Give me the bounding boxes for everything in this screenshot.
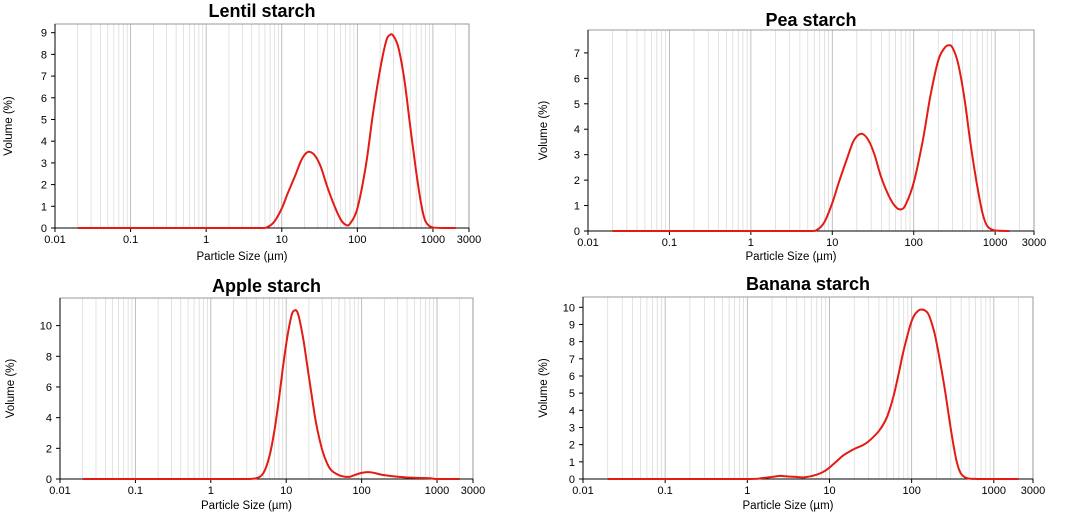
y-tick-label: 10 bbox=[563, 302, 575, 314]
x-tick-label: 1000 bbox=[421, 234, 445, 246]
x-axis-label: Particle Size (µm) bbox=[746, 251, 837, 263]
x-tick-label: 0.01 bbox=[577, 237, 598, 249]
y-tick-label: 5 bbox=[574, 99, 580, 111]
y-tick-label: 3 bbox=[569, 422, 575, 434]
chart-panel-banana-starch: 0 1 2 3 4 5 6 7 8 9 10 0.01 0.1 1 10 100 1000 3000 Banana … bbox=[533, 262, 1065, 514]
x-axis-label: Particle Size (µm) bbox=[197, 251, 288, 263]
x-tick-label: 1000 bbox=[982, 485, 1006, 497]
y-tick-label: 4 bbox=[41, 136, 47, 148]
x-axis-label: Particle Size (µm) bbox=[743, 500, 834, 512]
series-line-volume bbox=[612, 44, 1010, 233]
y-tick-label: 4 bbox=[46, 413, 52, 425]
y-tick-label: 8 bbox=[41, 49, 47, 61]
chart-apple-starch: 0 2 4 6 8 10 0.01 0.1 1 10 100 1000 3000 Apple starch… bbox=[5, 276, 485, 512]
y-tick-label: 2 bbox=[41, 180, 47, 192]
x-tick-label: 0.1 bbox=[658, 485, 673, 497]
y-tick-label: 1 bbox=[569, 457, 575, 469]
y-tick-label: 6 bbox=[41, 93, 47, 105]
y-tick-label: 2 bbox=[569, 440, 575, 452]
plot-frame bbox=[59, 297, 474, 480]
x-tick-label: 100 bbox=[352, 485, 370, 497]
y-tick-label: 0 bbox=[569, 474, 575, 486]
chart-title: Banana starch bbox=[746, 274, 870, 294]
x-tick-label: 1 bbox=[203, 234, 209, 246]
x-tick-label: 0.01 bbox=[49, 485, 70, 497]
x-tick-label: 10 bbox=[280, 485, 292, 497]
x-tick-label: 10 bbox=[826, 237, 838, 249]
x-tick-label: 1000 bbox=[425, 485, 449, 497]
y-tick-label: 1 bbox=[574, 201, 580, 213]
y-tick-label: 10 bbox=[40, 321, 52, 333]
y-tick-label: 0 bbox=[46, 474, 52, 486]
y-axis-label: Volume (%) bbox=[538, 358, 550, 418]
y-tick-label: 6 bbox=[569, 371, 575, 383]
y-tick-label: 1 bbox=[41, 201, 47, 213]
y-tick-label: 3 bbox=[574, 150, 580, 162]
y-axis-label: Volume (%) bbox=[3, 96, 15, 156]
x-tick-label: 3000 bbox=[457, 234, 481, 246]
x-tick-label: 3000 bbox=[1022, 237, 1046, 249]
x-tick-label: 1000 bbox=[983, 237, 1007, 249]
chart-panel-lentil-starch: 0 1 2 3 4 5 6 7 8 9 0.01 0.1 1 10 100 1000 3000 Lentil st… bbox=[0, 0, 530, 263]
plot-frame bbox=[582, 296, 1034, 480]
x-tick-label: 3000 bbox=[1021, 485, 1045, 497]
x-tick-label: 10 bbox=[276, 234, 288, 246]
y-tick-label: 5 bbox=[41, 114, 47, 126]
y-tick-label: 9 bbox=[569, 319, 575, 331]
chart-title: Lentil starch bbox=[208, 1, 315, 21]
y-tick-label: 6 bbox=[46, 382, 52, 394]
plot-frame bbox=[54, 23, 470, 229]
y-axis-label: Volume (%) bbox=[5, 359, 17, 419]
x-tick-label: 1 bbox=[208, 485, 214, 497]
x-tick-label: 0.01 bbox=[572, 485, 593, 497]
x-tick-label: 10 bbox=[823, 485, 835, 497]
y-tick-label: 0 bbox=[574, 226, 580, 238]
y-tick-label: 8 bbox=[46, 351, 52, 363]
x-tick-label: 1 bbox=[744, 485, 750, 497]
y-tick-label: 2 bbox=[46, 443, 52, 455]
y-tick-label: 7 bbox=[574, 48, 580, 60]
y-tick-label: 9 bbox=[41, 28, 47, 40]
chart-panel-apple-starch: 0 2 4 6 8 10 0.01 0.1 1 10 100 1000 3000 Apple starch… bbox=[0, 262, 530, 514]
chart-pea-starch: 0 1 2 3 4 5 6 7 0.01 0.1 1 10 100 1000 3000 Pea starch P… bbox=[538, 10, 1046, 263]
y-tick-label: 5 bbox=[569, 388, 575, 400]
y-tick-label: 4 bbox=[574, 124, 580, 136]
y-tick-label: 2 bbox=[574, 175, 580, 187]
x-tick-label: 0.1 bbox=[128, 485, 143, 497]
x-tick-label: 0.01 bbox=[44, 234, 65, 246]
x-axis-label: Particle Size (µm) bbox=[201, 500, 292, 512]
chart-title: Apple starch bbox=[212, 276, 321, 296]
chart-title: Pea starch bbox=[765, 10, 856, 30]
y-tick-label: 0 bbox=[41, 223, 47, 235]
plot-frame bbox=[587, 29, 1035, 232]
y-tick-label: 6 bbox=[574, 73, 580, 85]
x-tick-label: 100 bbox=[348, 234, 366, 246]
y-tick-label: 7 bbox=[569, 354, 575, 366]
chart-panel-pea-starch: 0 1 2 3 4 5 6 7 0.01 0.1 1 10 100 1000 3000 Pea starch P… bbox=[533, 0, 1065, 263]
x-tick-label: 3000 bbox=[461, 485, 485, 497]
x-tick-label: 0.1 bbox=[123, 234, 138, 246]
series-line-volume bbox=[82, 309, 460, 480]
x-tick-label: 0.1 bbox=[662, 237, 677, 249]
chart-banana-starch: 0 1 2 3 4 5 6 7 8 9 10 0.01 0.1 1 10 100 1000 3000 Banana … bbox=[538, 274, 1045, 512]
series-line-volume bbox=[77, 33, 456, 230]
x-tick-label: 100 bbox=[905, 237, 923, 249]
y-axis-label: Volume (%) bbox=[538, 101, 550, 161]
x-tick-label: 1 bbox=[748, 237, 754, 249]
y-tick-label: 4 bbox=[569, 405, 575, 417]
y-tick-label: 8 bbox=[569, 337, 575, 349]
x-tick-label: 100 bbox=[902, 485, 920, 497]
y-tick-label: 7 bbox=[41, 71, 47, 83]
chart-lentil-starch: 0 1 2 3 4 5 6 7 8 9 0.01 0.1 1 10 100 1000 3000 Lentil st… bbox=[3, 1, 481, 263]
y-tick-label: 3 bbox=[41, 158, 47, 170]
series-line-volume bbox=[607, 308, 1019, 481]
